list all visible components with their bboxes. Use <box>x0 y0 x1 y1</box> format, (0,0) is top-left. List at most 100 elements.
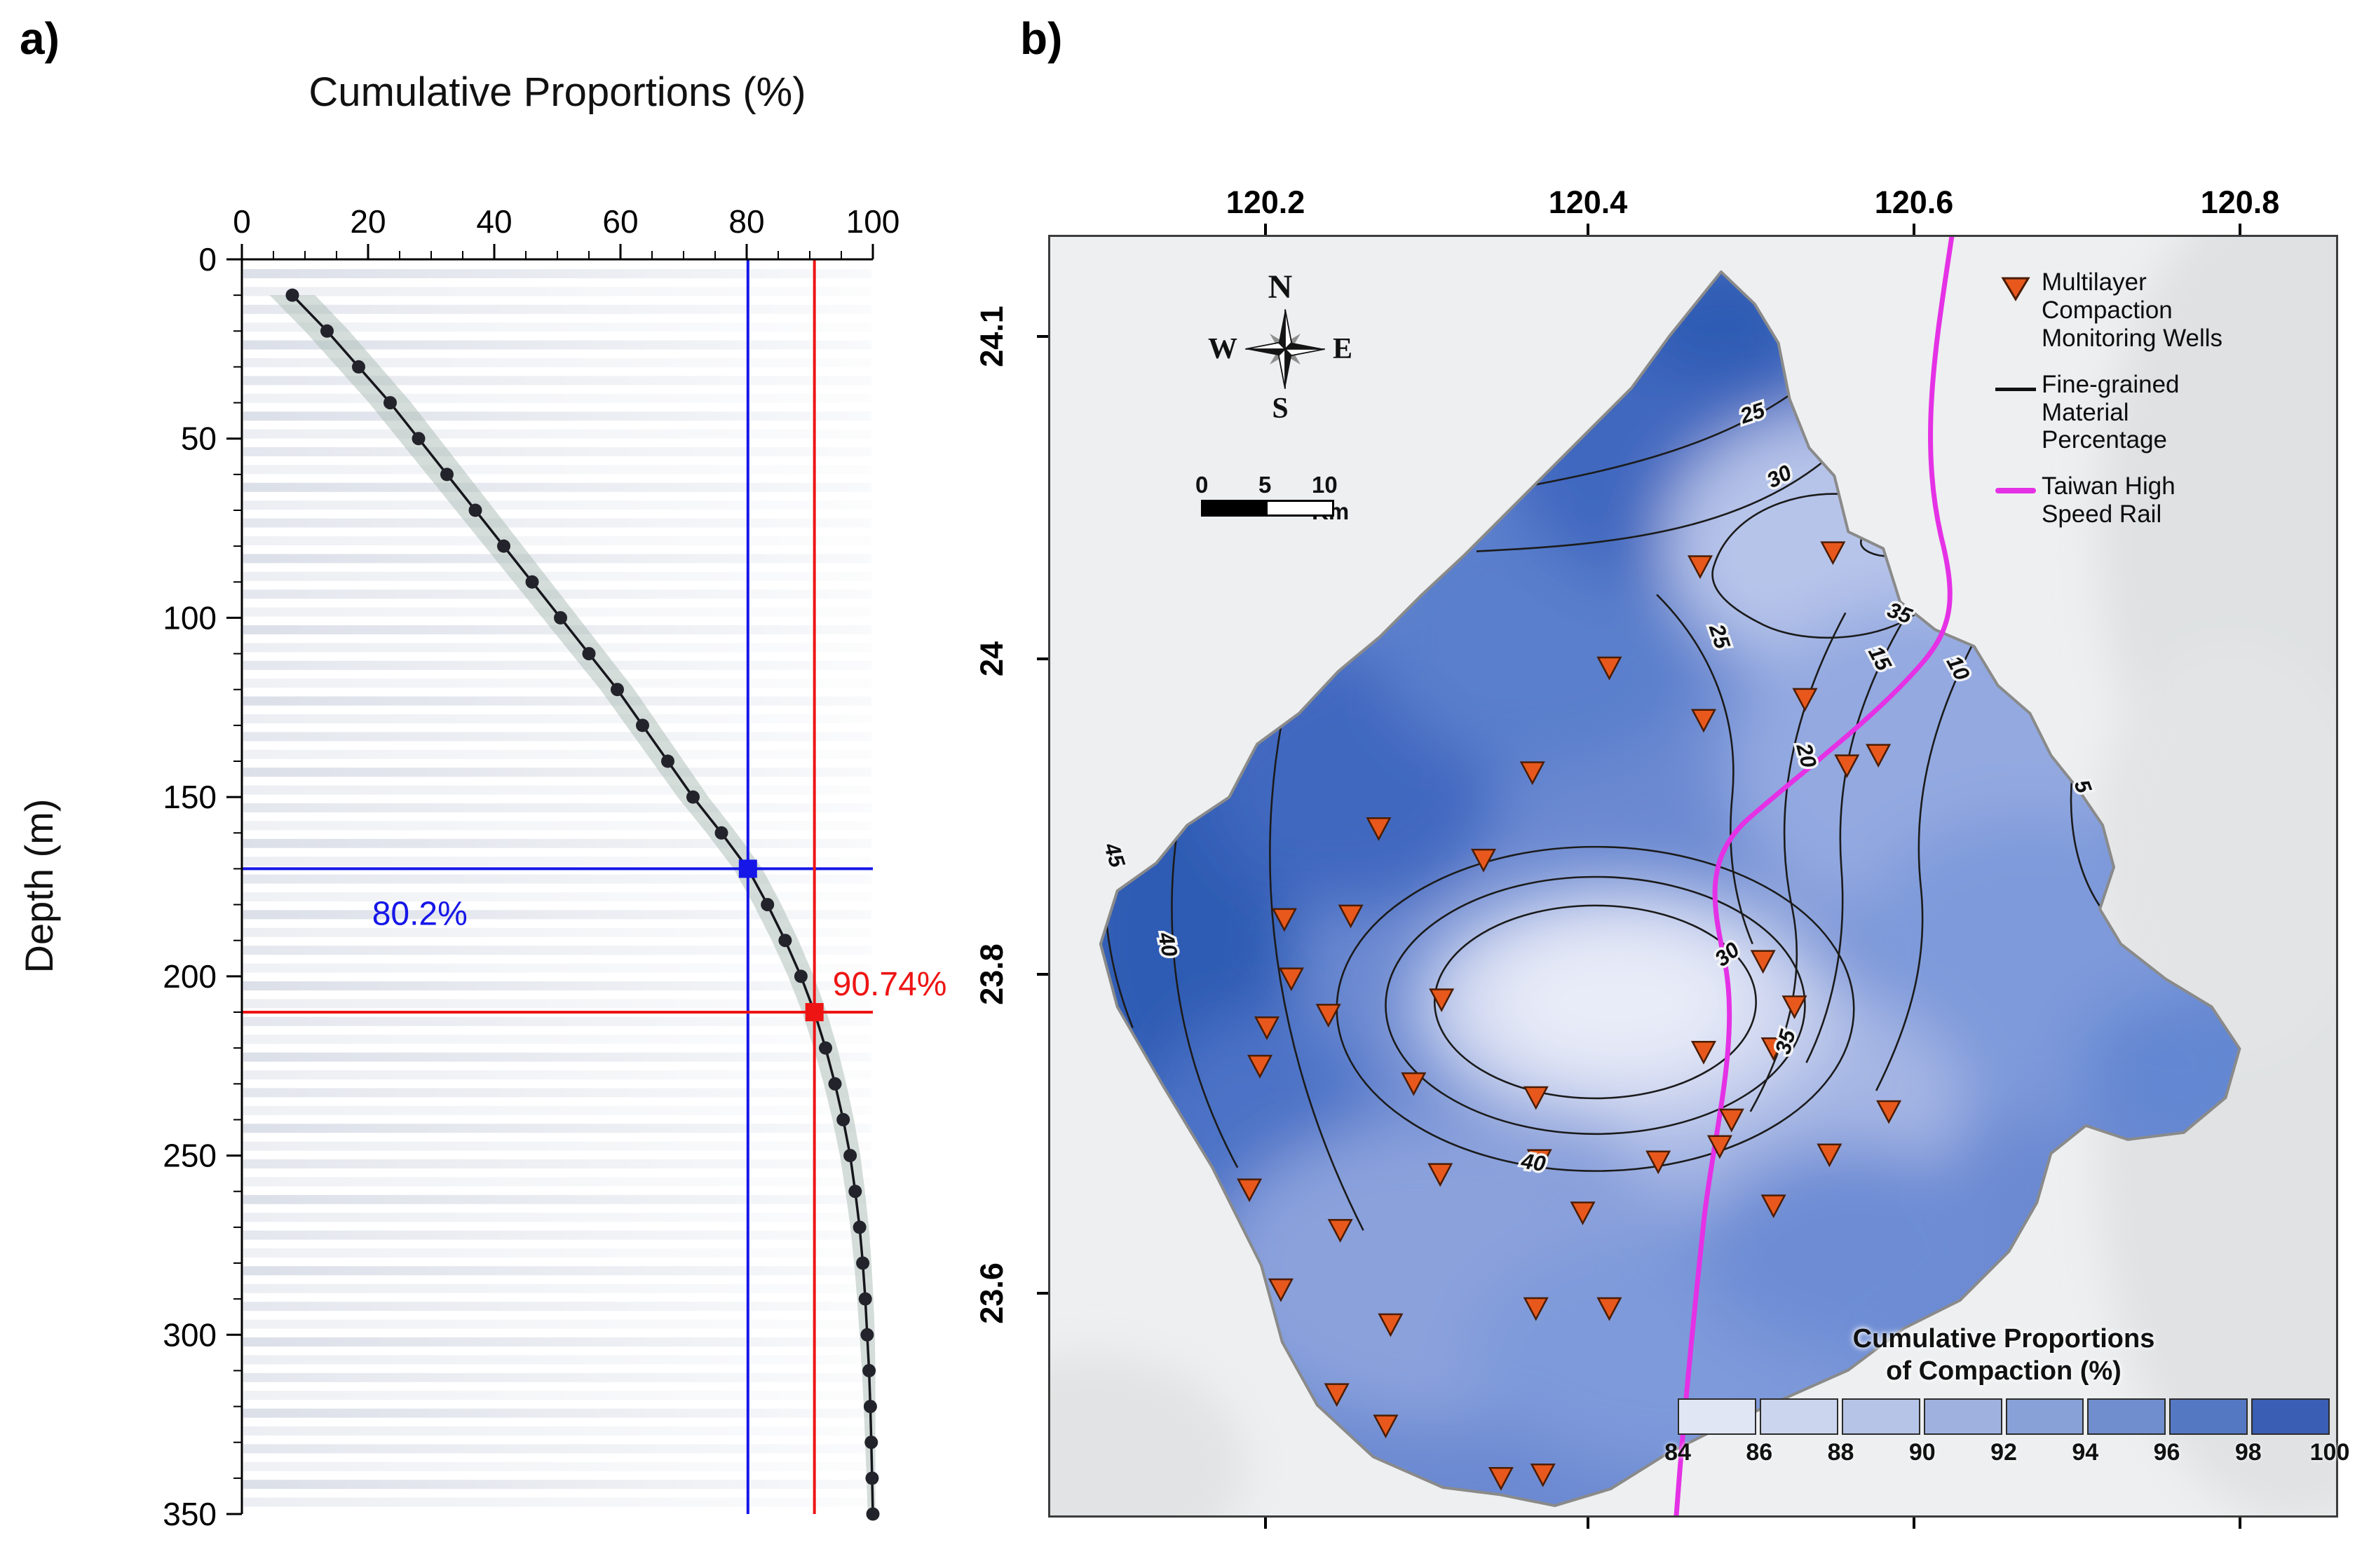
litho-stripe <box>243 1052 871 1062</box>
litho-stripe <box>243 1408 871 1418</box>
data-point <box>860 1328 874 1342</box>
well-marker <box>1268 1278 1294 1302</box>
map-longitude-label: 120.4 <box>1548 184 1628 220</box>
alluvial-fan-boundary <box>1099 270 2241 1508</box>
x-tick-label: 100 <box>846 203 900 240</box>
scale-bar-graphic <box>1201 500 1334 517</box>
colorbar-tick-label: 98 <box>2234 1439 2262 1466</box>
well-marker <box>1488 1466 1514 1491</box>
well-marker <box>1247 1054 1273 1079</box>
legend-rail-line2: Speed Rail <box>2042 500 2162 529</box>
data-point <box>853 1220 867 1234</box>
litho-stripe <box>243 571 871 581</box>
litho-stripe <box>243 1302 871 1311</box>
well-marker <box>1706 1135 1732 1159</box>
data-point <box>794 969 808 983</box>
well-marker <box>1254 1016 1280 1040</box>
compass-west-label: W <box>1208 333 1237 365</box>
well-marker <box>1278 967 1304 992</box>
well-marker <box>1315 1004 1341 1028</box>
litho-stripe <box>243 269 871 278</box>
annotation-label: 80.2% <box>372 895 468 932</box>
data-point <box>582 647 596 661</box>
data-point <box>554 611 567 625</box>
map-top-tick <box>1587 224 1589 235</box>
data-point <box>714 826 728 840</box>
compaction-colorbar: Cumulative Proportions of Compaction (%)… <box>1664 1323 2349 1471</box>
well-marker <box>1760 1037 1786 1061</box>
litho-stripe <box>243 482 871 492</box>
litho-stripe <box>243 714 871 723</box>
litho-stripe <box>243 1194 871 1204</box>
litho-stripe <box>243 963 871 973</box>
litho-stripe <box>243 1444 871 1454</box>
well-marker <box>1645 1150 1671 1175</box>
panel-a-label: a) <box>20 13 60 64</box>
litho-stripe <box>243 1141 871 1151</box>
data-point <box>819 1041 832 1055</box>
data-point <box>864 1436 878 1450</box>
colorbar-cell <box>2087 1398 2166 1436</box>
y-tick-label: 350 <box>163 1496 217 1532</box>
y-tick-label: 0 <box>198 241 217 278</box>
contour-line-icon <box>1990 371 2042 455</box>
scale-label-0: 0 <box>1195 472 1209 498</box>
legend-wells-line3: Monitoring Wells <box>2042 324 2223 352</box>
litho-stripe <box>243 1337 871 1347</box>
uncertainty-band <box>269 295 876 1515</box>
litho-stripe <box>243 1461 871 1471</box>
well-marker <box>1718 1108 1744 1133</box>
data-point <box>320 324 334 338</box>
data-point <box>856 1256 870 1270</box>
litho-stripe <box>243 1283 871 1293</box>
litho-stripe <box>243 1372 871 1382</box>
data-point <box>836 1112 850 1126</box>
contour-label: 40 <box>1519 1148 1547 1176</box>
litho-stripe <box>243 749 871 759</box>
well-marker <box>1760 1194 1786 1219</box>
litho-stripe <box>243 1230 871 1240</box>
litho-stripe <box>243 643 871 653</box>
litho-stripe <box>243 1016 871 1026</box>
map-left-tick <box>1037 973 1048 976</box>
y-tick-label: 150 <box>163 779 217 815</box>
well-marker <box>1834 754 1860 779</box>
colorbar-tick-label: 88 <box>1827 1439 1854 1466</box>
litho-stripe <box>243 322 871 332</box>
legend-contour-line2: Material <box>2042 398 2129 426</box>
map-latitude-label: 23.6 <box>974 1262 1010 1324</box>
map-longitude-label: 120.6 <box>1874 184 1954 220</box>
litho-stripe <box>243 554 871 564</box>
well-marker <box>1324 1383 1350 1407</box>
map-latitude-label: 23.8 <box>974 943 1010 1005</box>
scale-bar: 0 5 10 Km <box>1195 472 1349 524</box>
data-point <box>352 360 365 374</box>
colorbar-cells <box>1678 1398 2330 1436</box>
well-marker <box>1596 656 1622 681</box>
colorbar-cell <box>1841 1398 1920 1436</box>
map-top-tick <box>1913 224 1915 235</box>
data-point <box>468 503 482 517</box>
litho-stripe <box>243 1177 871 1187</box>
data-point <box>383 396 397 410</box>
legend-rail-line1: Taiwan High <box>2042 472 2175 500</box>
legend-contour-line3: Percentage <box>2042 426 2168 454</box>
well-marker <box>1570 1201 1596 1226</box>
colorbar-cell <box>1923 1398 2002 1436</box>
well-marker <box>1781 995 1807 1019</box>
map-legend: Multilayer Compaction Monitoring Wells F… <box>1990 268 2326 547</box>
litho-stripe <box>243 999 871 1009</box>
well-marker <box>1690 709 1716 733</box>
litho-stripe <box>243 1213 871 1222</box>
depth-profile-chart: 0 20 40 60 80 100 0 50 100 150 200 250 300 350 80.2% 90… <box>163 203 946 1532</box>
map-left-tick <box>1037 657 1048 660</box>
well-triangle-icon <box>1990 268 2042 353</box>
litho-stripe <box>243 1124 871 1133</box>
x-tick-label: 80 <box>728 203 764 240</box>
data-point <box>778 934 792 948</box>
map-latitude-label: 24 <box>974 641 1010 677</box>
colorbar-cell <box>2005 1398 2084 1436</box>
litho-stripe <box>243 768 871 777</box>
well-marker <box>1523 1086 1549 1110</box>
colorbar-tick-label: 92 <box>1990 1439 2017 1466</box>
